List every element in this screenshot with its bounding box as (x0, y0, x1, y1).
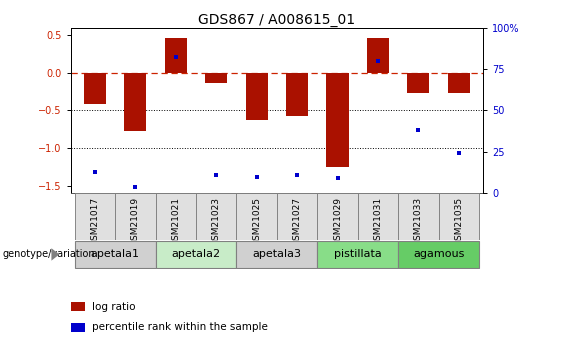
Bar (84, 73, 106, 105)
Bar (398, 193, 438, 240)
Text: GSM21023: GSM21023 (212, 197, 221, 246)
Text: log ratio: log ratio (92, 302, 136, 312)
Bar (246, 73, 268, 120)
Bar (318, 193, 358, 240)
Bar (236, 193, 277, 240)
Text: GSM21025: GSM21025 (252, 197, 261, 246)
Text: GSM21021: GSM21021 (171, 197, 180, 246)
Bar (115, 193, 155, 240)
Text: apetala1: apetala1 (90, 249, 140, 259)
Title: GDS867 / A008615_01: GDS867 / A008615_01 (198, 12, 355, 27)
Text: GSM21035: GSM21035 (454, 197, 463, 246)
Bar (155, 241, 236, 268)
Bar (407, 73, 429, 93)
Text: agamous: agamous (413, 249, 464, 259)
Bar (447, 73, 470, 93)
Bar (75, 241, 155, 268)
Bar (71, 302, 85, 311)
Text: GSM21019: GSM21019 (131, 197, 140, 246)
Bar (277, 193, 318, 240)
Text: GSM21033: GSM21033 (414, 197, 423, 246)
Bar (71, 323, 85, 332)
Text: GSM21027: GSM21027 (293, 197, 302, 246)
Text: pistillata: pistillata (334, 249, 381, 259)
Bar (358, 193, 398, 240)
Text: apetala3: apetala3 (253, 249, 301, 259)
Bar (124, 73, 146, 131)
Bar (318, 241, 398, 268)
Bar (75, 193, 115, 240)
Bar (205, 73, 227, 82)
Text: GSM21031: GSM21031 (373, 197, 383, 246)
Text: GSM21017: GSM21017 (90, 197, 99, 246)
Text: GSM21029: GSM21029 (333, 197, 342, 246)
Text: genotype/variation: genotype/variation (3, 249, 95, 259)
Text: percentile rank within the sample: percentile rank within the sample (92, 322, 268, 332)
Bar (398, 241, 479, 268)
Bar (327, 73, 349, 167)
Polygon shape (51, 248, 59, 261)
Bar (196, 193, 236, 240)
Bar (236, 241, 318, 268)
Bar (155, 193, 196, 240)
Bar (438, 193, 479, 240)
Text: apetala2: apetala2 (171, 249, 220, 259)
Bar (367, 38, 389, 73)
Bar (286, 73, 308, 116)
Bar (164, 38, 187, 73)
